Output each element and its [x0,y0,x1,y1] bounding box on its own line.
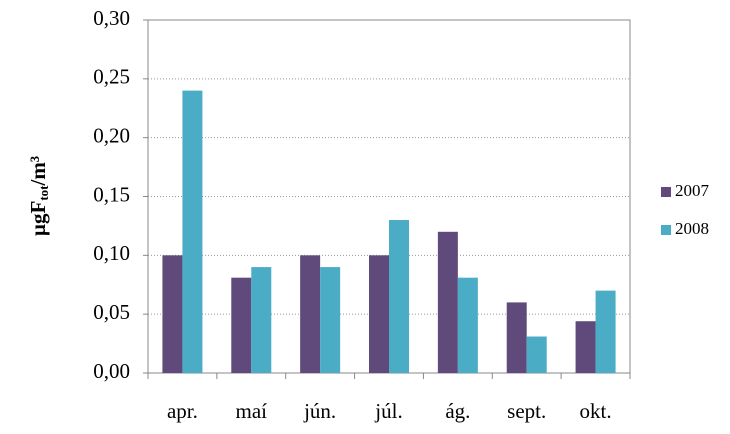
bar [389,220,409,373]
x-tick-label: sept. [507,399,546,423]
bar [231,277,252,373]
y-label-part: /m³ [26,156,50,187]
legend-label: 2007 [675,181,710,200]
x-tick-label: júl. [374,399,402,423]
y-tick-label: 0,15 [93,182,130,206]
legend-label: 2008 [675,219,709,238]
x-tick-label: jún. [303,399,336,423]
y-tick-label: 0,30 [93,6,130,30]
bar [369,255,389,373]
bar [182,90,203,373]
bar [162,255,183,373]
y-tick-label: 0,05 [93,300,130,324]
bar [251,267,272,373]
y-label-sub: tot [36,185,51,201]
bar [506,302,527,373]
bar [595,290,616,373]
y-tick-label: 0,20 [93,123,130,147]
bar [437,231,458,373]
bar [320,267,341,373]
y-tick-label: 0,25 [93,65,130,89]
legend-swatch [661,225,671,235]
y-tick-label: 0,10 [93,241,130,265]
y-axis-label: µgFtot/m³ [26,156,51,236]
x-tick-label: okt. [580,399,612,423]
bar [300,255,321,373]
bar [457,277,478,373]
x-tick-label: ág. [445,399,470,423]
legend-swatch [661,187,671,197]
y-label-part: µgF [26,201,50,236]
bar [575,321,596,373]
x-tick-label: apr. [167,399,198,423]
bar [526,336,547,373]
y-tick-label: 0,00 [93,359,130,383]
x-tick-label: maí [236,399,268,423]
